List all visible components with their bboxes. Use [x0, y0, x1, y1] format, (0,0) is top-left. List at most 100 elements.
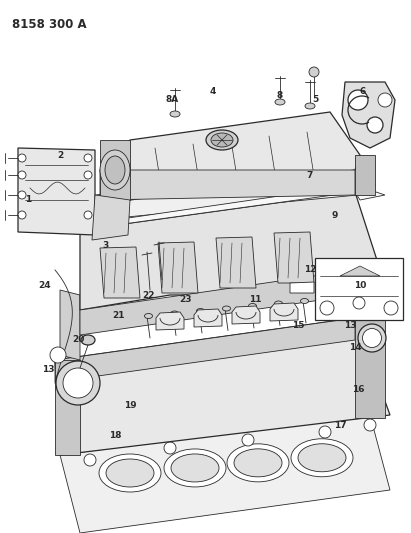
- Polygon shape: [80, 185, 385, 230]
- Polygon shape: [92, 195, 130, 240]
- Circle shape: [84, 454, 96, 466]
- Ellipse shape: [206, 130, 238, 150]
- Ellipse shape: [275, 99, 285, 105]
- Text: 6: 6: [360, 87, 366, 96]
- Polygon shape: [100, 170, 355, 200]
- Text: 8158 300 A: 8158 300 A: [12, 18, 87, 31]
- Text: 8: 8: [277, 91, 283, 100]
- Text: 1: 1: [25, 196, 31, 205]
- Ellipse shape: [211, 133, 233, 147]
- Ellipse shape: [196, 309, 205, 313]
- Polygon shape: [194, 309, 222, 327]
- Circle shape: [18, 191, 26, 199]
- Ellipse shape: [164, 449, 226, 487]
- Ellipse shape: [305, 103, 315, 109]
- Ellipse shape: [234, 449, 282, 477]
- Circle shape: [242, 434, 254, 446]
- Polygon shape: [55, 318, 355, 382]
- Polygon shape: [95, 168, 375, 220]
- Text: 10: 10: [354, 280, 366, 289]
- Circle shape: [378, 93, 392, 107]
- Circle shape: [320, 301, 334, 315]
- Circle shape: [319, 426, 331, 438]
- Ellipse shape: [275, 301, 282, 306]
- Ellipse shape: [363, 328, 381, 348]
- Text: 19: 19: [124, 400, 136, 409]
- Polygon shape: [340, 266, 380, 276]
- Polygon shape: [100, 247, 140, 298]
- Text: 8A: 8A: [165, 95, 179, 104]
- Polygon shape: [216, 237, 256, 288]
- Ellipse shape: [358, 324, 386, 352]
- Circle shape: [309, 67, 319, 77]
- Text: 16: 16: [352, 385, 364, 394]
- Polygon shape: [18, 148, 95, 235]
- Polygon shape: [274, 232, 314, 283]
- Polygon shape: [318, 277, 342, 288]
- Text: 5: 5: [312, 95, 318, 104]
- Ellipse shape: [171, 311, 178, 316]
- Polygon shape: [80, 270, 355, 335]
- Ellipse shape: [222, 306, 231, 311]
- Text: 21: 21: [112, 311, 124, 319]
- Ellipse shape: [291, 439, 353, 477]
- Ellipse shape: [63, 368, 93, 398]
- Ellipse shape: [326, 296, 335, 301]
- Circle shape: [18, 211, 26, 219]
- Circle shape: [364, 419, 376, 431]
- Polygon shape: [156, 312, 184, 330]
- Polygon shape: [158, 242, 198, 293]
- Circle shape: [84, 211, 92, 219]
- Polygon shape: [290, 282, 314, 293]
- Text: 3: 3: [102, 240, 108, 249]
- Polygon shape: [60, 415, 390, 533]
- Text: 22: 22: [142, 290, 154, 300]
- Circle shape: [353, 297, 365, 309]
- Ellipse shape: [100, 150, 130, 190]
- Text: 20: 20: [72, 335, 84, 344]
- Circle shape: [50, 347, 66, 363]
- Text: 17: 17: [334, 421, 346, 430]
- Polygon shape: [232, 306, 260, 324]
- Polygon shape: [355, 318, 385, 418]
- Text: 4: 4: [210, 87, 216, 96]
- Text: 24: 24: [39, 280, 51, 289]
- Polygon shape: [60, 290, 80, 360]
- Circle shape: [18, 171, 26, 179]
- Polygon shape: [342, 82, 395, 148]
- Text: 15: 15: [292, 320, 304, 329]
- Polygon shape: [80, 192, 385, 310]
- Text: 18: 18: [109, 431, 121, 440]
- Text: 2: 2: [57, 150, 63, 159]
- Circle shape: [84, 171, 92, 179]
- Text: 7: 7: [307, 171, 313, 180]
- Circle shape: [367, 117, 383, 133]
- Ellipse shape: [99, 454, 161, 492]
- Ellipse shape: [171, 454, 219, 482]
- Ellipse shape: [81, 335, 95, 345]
- Text: 23: 23: [179, 295, 191, 304]
- Circle shape: [84, 154, 92, 162]
- Polygon shape: [55, 318, 390, 455]
- Ellipse shape: [56, 361, 100, 405]
- Ellipse shape: [170, 111, 180, 117]
- Text: 14: 14: [349, 343, 361, 352]
- Text: 13: 13: [344, 320, 356, 329]
- Text: 9: 9: [332, 211, 338, 220]
- Polygon shape: [100, 140, 130, 200]
- Polygon shape: [355, 155, 375, 195]
- Ellipse shape: [227, 444, 289, 482]
- Ellipse shape: [145, 313, 152, 319]
- Ellipse shape: [105, 156, 125, 184]
- Circle shape: [164, 442, 176, 454]
- Circle shape: [384, 301, 398, 315]
- Bar: [315, 258, 403, 320]
- Polygon shape: [100, 112, 360, 200]
- Text: 11: 11: [249, 295, 261, 304]
- Ellipse shape: [249, 303, 256, 309]
- Polygon shape: [270, 303, 298, 321]
- Text: 12: 12: [304, 265, 316, 274]
- Text: 13: 13: [42, 366, 54, 375]
- Circle shape: [18, 154, 26, 162]
- Ellipse shape: [106, 459, 154, 487]
